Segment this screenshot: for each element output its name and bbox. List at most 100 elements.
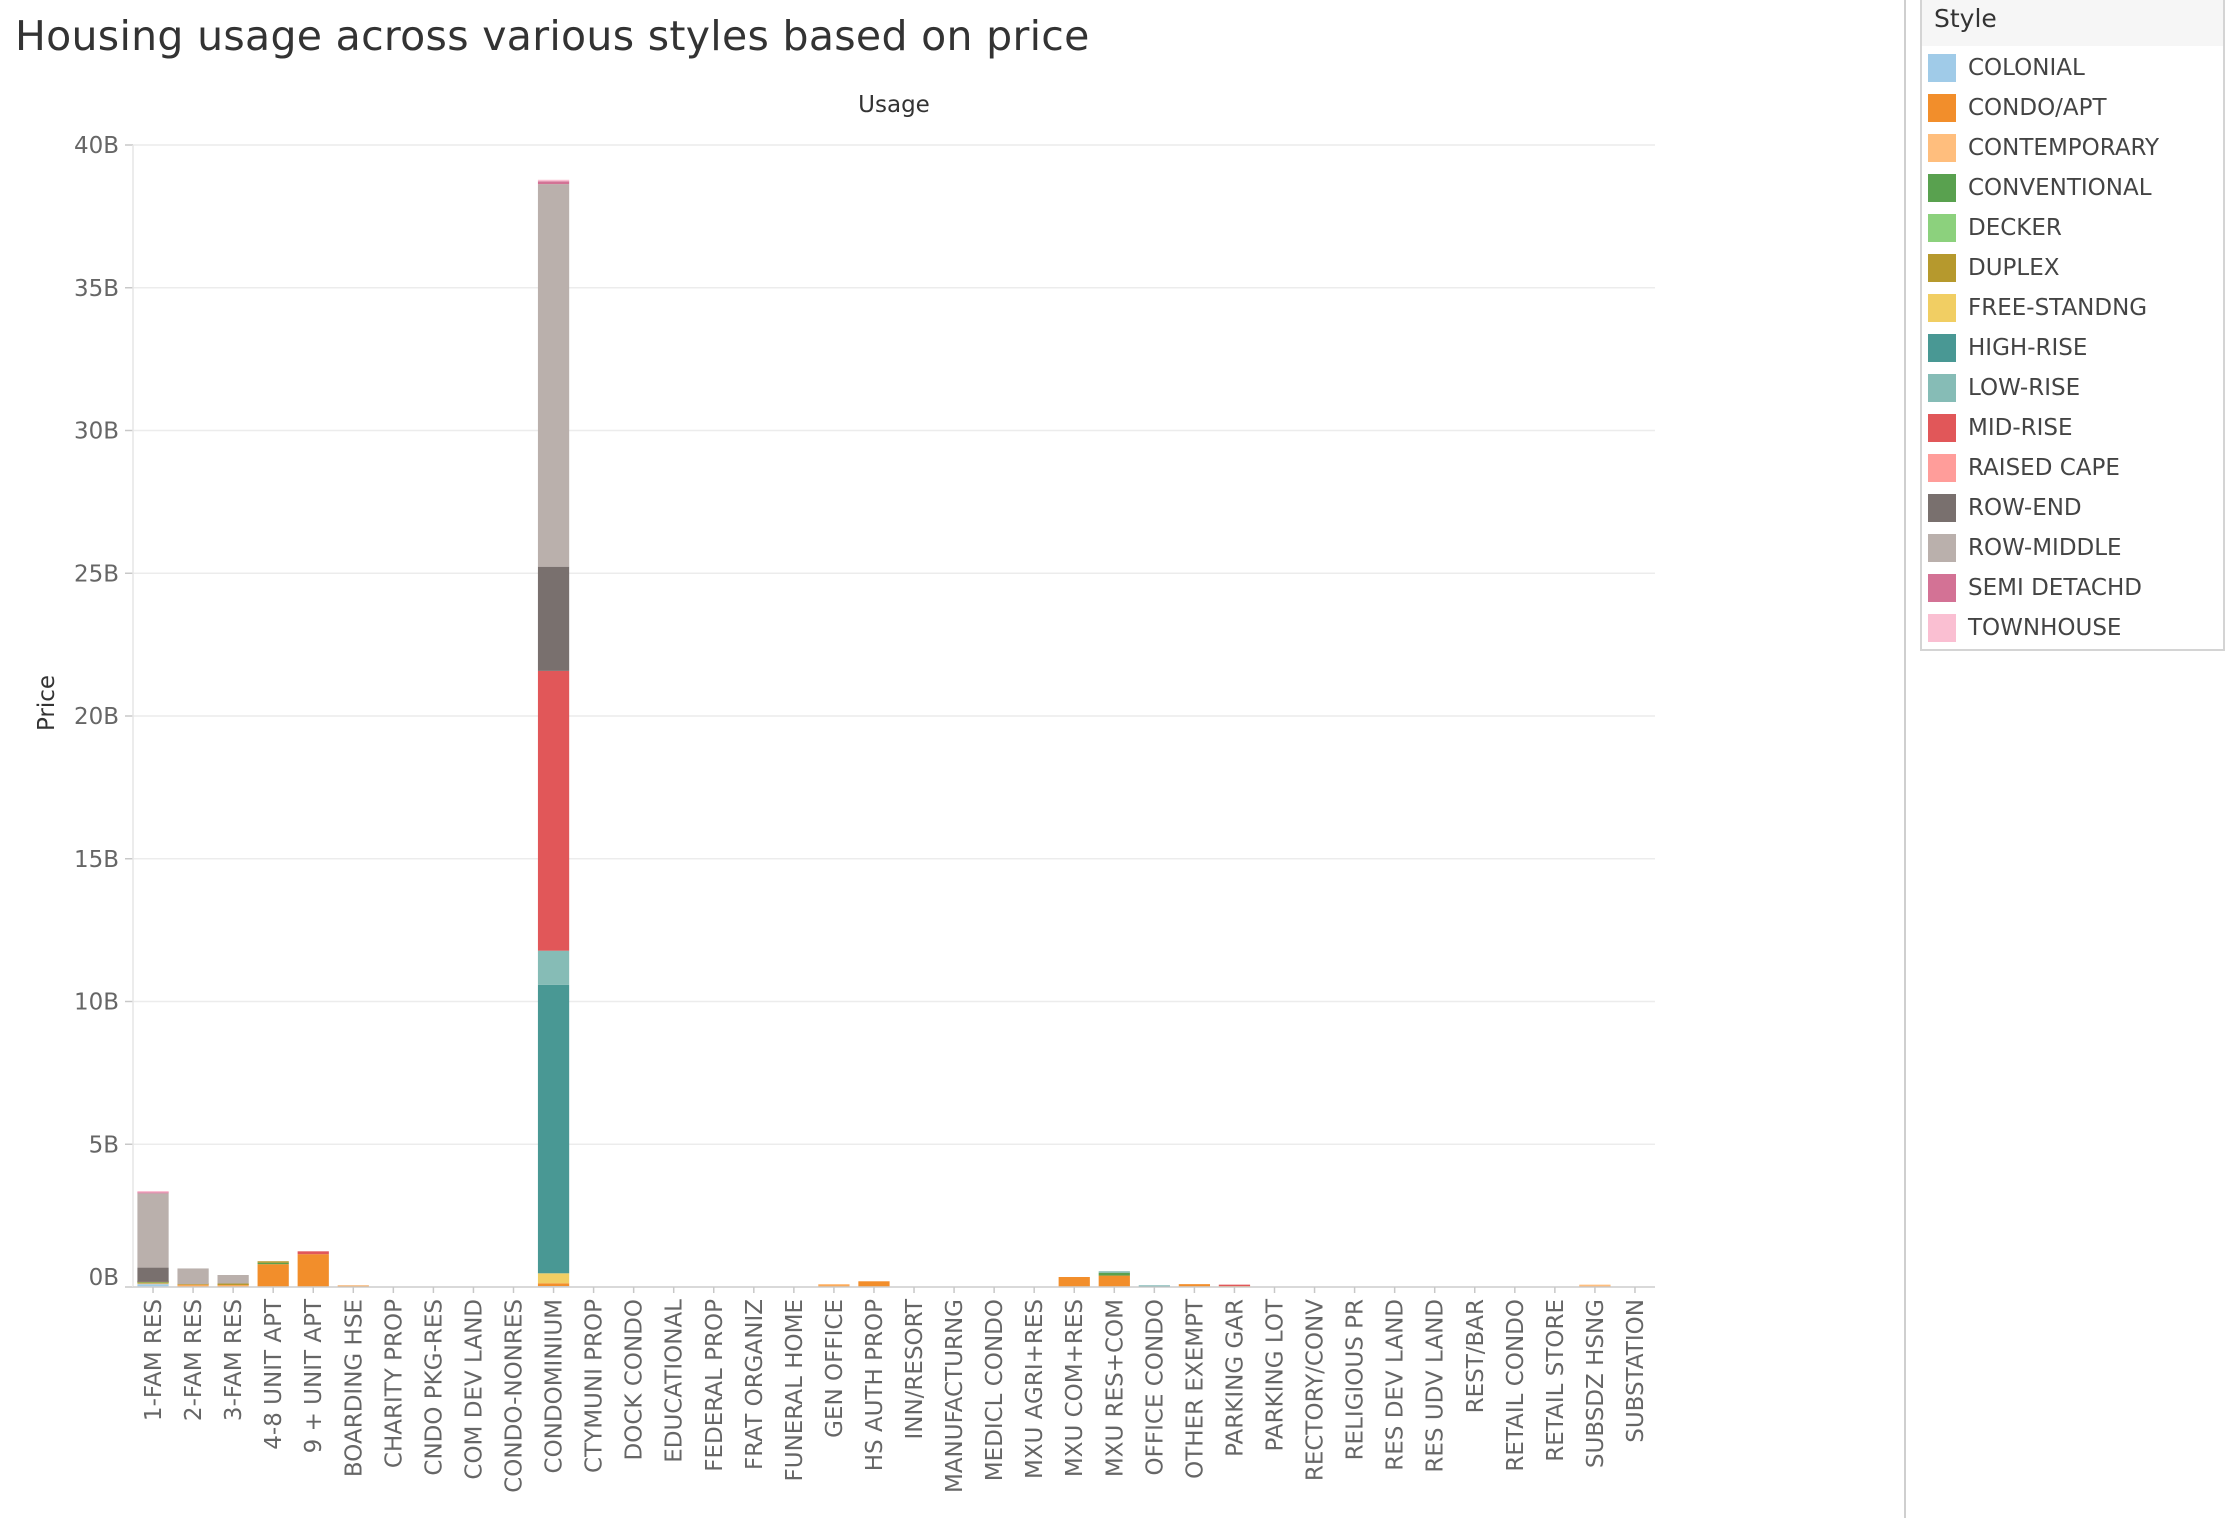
x-tick-label: CONDO-NONRES [502,1299,528,1493]
bar-segment [257,1262,289,1265]
x-tick-label: 9 + UNIT APT [301,1298,327,1453]
chart-title: Housing usage across various styles base… [15,12,1090,60]
legend-swatch [1928,334,1956,362]
legend-swatch [1928,214,1956,242]
x-tick-label: RETAIL CONDO [1503,1299,1529,1472]
x-tick-label: MANUFACTURNG [942,1299,968,1493]
bar-segment [1098,1275,1130,1287]
legend-item[interactable]: MID-RISE [1928,413,2073,443]
bar-segment [257,1261,289,1263]
legend-label: MID-RISE [1968,415,2073,441]
x-tick-label: HS AUTH PROP [862,1299,888,1471]
legend-item[interactable]: DUPLEX [1928,253,2060,283]
bar-segment [1579,1284,1611,1287]
x-tick-label: SUBSTATION [1623,1299,1649,1443]
y-tick-label: 35B [74,276,119,302]
bar-segment [137,1284,169,1287]
legend-swatch [1928,414,1956,442]
x-tick-label: GEN OFFICE [822,1299,848,1438]
legend-swatch [1928,54,1956,82]
bar-segment [1098,1272,1130,1276]
legend-label: HIGH-RISE [1968,335,2088,361]
y-axis: 0B 5B 10B 15B 20B 25B 30B 35B 40B [74,133,134,1291]
bar-segment [1178,1284,1211,1287]
bar-segment [257,1264,289,1287]
y-tick-label: 40B [74,133,119,159]
legend-item[interactable]: TOWNHOUSE [1928,613,2121,643]
legend-item[interactable]: CONTEMPORARY [1928,133,2159,163]
y-tick-label: 15B [74,847,119,873]
legend-swatch [1928,534,1956,562]
bar-segment [537,1283,570,1287]
x-tick-label: PARKING LOT [1263,1298,1289,1451]
legend-item[interactable]: CONVENTIONAL [1928,173,2152,203]
legend-title: Style [1934,4,1997,33]
x-tick-label: CONDOMINIUM [542,1299,568,1473]
legend-label: COLONIAL [1968,55,2085,81]
bar-segment [537,179,570,182]
bar-segment [858,1281,890,1287]
legend-label: LOW-RISE [1968,375,2081,401]
gridlines [133,144,1655,1288]
legend-item[interactable]: SEMI DETACHD [1928,573,2142,603]
bar-segment [137,1267,169,1282]
x-tick-label: MEDICL CONDO [982,1299,1008,1481]
legend-item[interactable]: DECKER [1928,213,2062,243]
x-tick-label: RES UDV LAND [1423,1299,1449,1473]
bar-segment [537,184,570,567]
legend-label: SEMI DETACHD [1968,575,2142,601]
bar-segment [217,1275,249,1284]
x-tick-label: COM DEV LAND [461,1299,487,1480]
legend-swatch [1928,134,1956,162]
x-tick-label: 2-FAM RES [181,1299,207,1421]
legend-label: FREE-STANDNG [1968,295,2148,321]
y-tick-label: 25B [74,561,119,587]
legend: Style COLONIAL CONDO/APT CONTEMPORARY CONVE… [1920,0,2225,651]
legend-swatch [1928,374,1956,402]
x-tick-label: MXU RES+COM [1102,1299,1128,1477]
y-axis-title: Price [34,675,60,731]
legend-label: ROW-MIDDLE [1968,535,2122,561]
legend-label: CONDO/APT [1968,95,2107,121]
legend-swatch [1928,174,1956,202]
x-tick-label: FEDERAL PROP [702,1299,728,1472]
x-tick-label: FRAT ORGANIZ [742,1299,768,1470]
y-tick-label: 10B [74,990,119,1016]
x-tick-label: 4-8 UNIT APT [261,1298,287,1450]
x-axis: 1-FAM RES 2-FAM RES 3-FAM RES 4-8 UNIT APT 9… [133,1286,1655,1493]
legend-swatch [1928,294,1956,322]
x-tick-label: MXU COM+RES [1062,1299,1088,1477]
bar-segment [137,1193,169,1268]
x-tick-label: FUNERAL HOME [782,1299,808,1481]
bar-segment [297,1251,329,1255]
bar-segment [137,1191,169,1194]
y-tick-label: 0B [89,1265,119,1291]
legend-item[interactable]: COLONIAL [1928,53,2085,83]
legend-swatch [1928,254,1956,282]
legend-item[interactable]: RAISED CAPE [1928,453,2120,483]
legend-swatch [1928,614,1956,642]
x-tick-label: RECTORY/CONV [1303,1299,1329,1481]
x-tick-label: 1-FAM RES [141,1299,167,1421]
legend-swatch [1928,494,1956,522]
bar-segment [1218,1284,1251,1287]
bar-segment [818,1284,850,1286]
legend-header [1922,0,2223,46]
legend-item[interactable]: LOW-RISE [1928,373,2080,403]
x-tick-label: CNDO PKG-RES [421,1299,447,1476]
legend-item[interactable]: FREE-STANDNG [1928,293,2147,323]
legend-item[interactable]: CONDO/APT [1928,93,2107,123]
legend-label: RAISED CAPE [1968,455,2120,481]
x-tick-label: CHARITY PROP [381,1299,407,1468]
y-tick-label: 20B [74,704,119,730]
x-tick-label: OFFICE CONDO [1142,1299,1168,1475]
bar-segment [537,1273,570,1284]
legend-item[interactable]: HIGH-RISE [1928,333,2087,363]
legend-item[interactable]: ROW-MIDDLE [1928,533,2122,563]
legend-label: CONVENTIONAL [1968,175,2152,201]
x-tick-label: SUBSDZ HSNG [1583,1299,1609,1468]
y-tick-label: 5B [89,1132,119,1158]
legend-item[interactable]: ROW-END [1928,493,2082,523]
legend-swatch [1928,94,1956,122]
x-tick-label: RES DEV LAND [1383,1299,1409,1471]
